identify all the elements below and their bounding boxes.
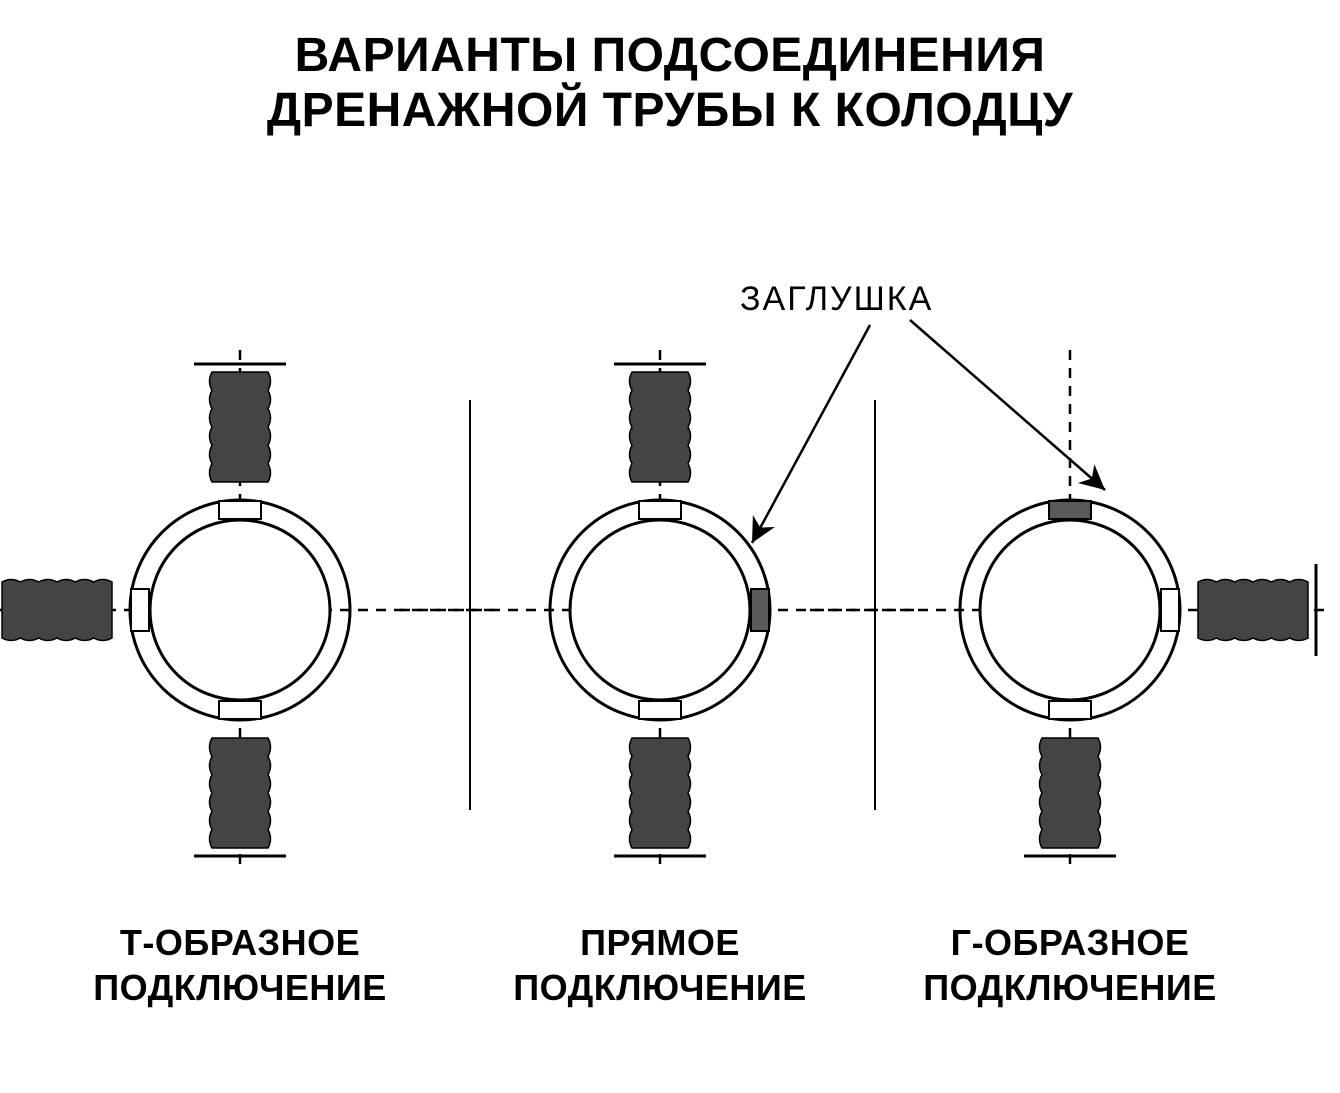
port-plug-right (751, 589, 769, 631)
port-open-right (1161, 589, 1179, 631)
callout-arrow (910, 320, 1105, 490)
well-ring-inner (570, 520, 750, 700)
caption-2-line-1: ПРЯМОЕ (580, 922, 740, 963)
well-variant-l-shape (810, 350, 1330, 870)
port-open-bottom (1049, 701, 1091, 719)
caption-1-line-2: ПОДКЛЮЧЕНИЕ (93, 967, 387, 1008)
well-ring-inner (980, 520, 1160, 700)
well-ring-inner (150, 520, 330, 700)
port-open-top (219, 501, 261, 519)
pipe-top (194, 364, 286, 482)
port-open-top (639, 501, 681, 519)
caption-3-line-2: ПОДКЛЮЧЕНИЕ (923, 967, 1217, 1008)
pipe-bottom (1024, 738, 1116, 856)
port-open-bottom (219, 701, 261, 719)
callout-arrow (752, 325, 870, 543)
port-open-bottom (639, 701, 681, 719)
pipe-bottom (614, 738, 706, 856)
caption-straight: ПРЯМОЕ ПОДКЛЮЧЕНИЕ (445, 920, 875, 1010)
port-open-left (131, 589, 149, 631)
caption-3-line-1: Г-ОБРАЗНОЕ (951, 922, 1190, 963)
pipe-bottom (194, 738, 286, 856)
port-plug-top (1049, 501, 1091, 519)
caption-t-shape: Т-ОБРАЗНОЕ ПОДКЛЮЧЕНИЕ (25, 920, 455, 1010)
caption-1-line-1: Т-ОБРАЗНОЕ (120, 922, 360, 963)
pipe-left (0, 564, 112, 656)
caption-2-line-2: ПОДКЛЮЧЕНИЕ (513, 967, 807, 1008)
pipe-right (1198, 564, 1316, 656)
caption-l-shape: Г-ОБРАЗНОЕ ПОДКЛЮЧЕНИЕ (855, 920, 1285, 1010)
well-variant-straight (400, 350, 920, 870)
page: ВАРИАНТЫ ПОДСОЕДИНЕНИЯ ДРЕНАЖНОЙ ТРУБЫ К… (0, 0, 1340, 1093)
pipe-top (614, 364, 706, 482)
